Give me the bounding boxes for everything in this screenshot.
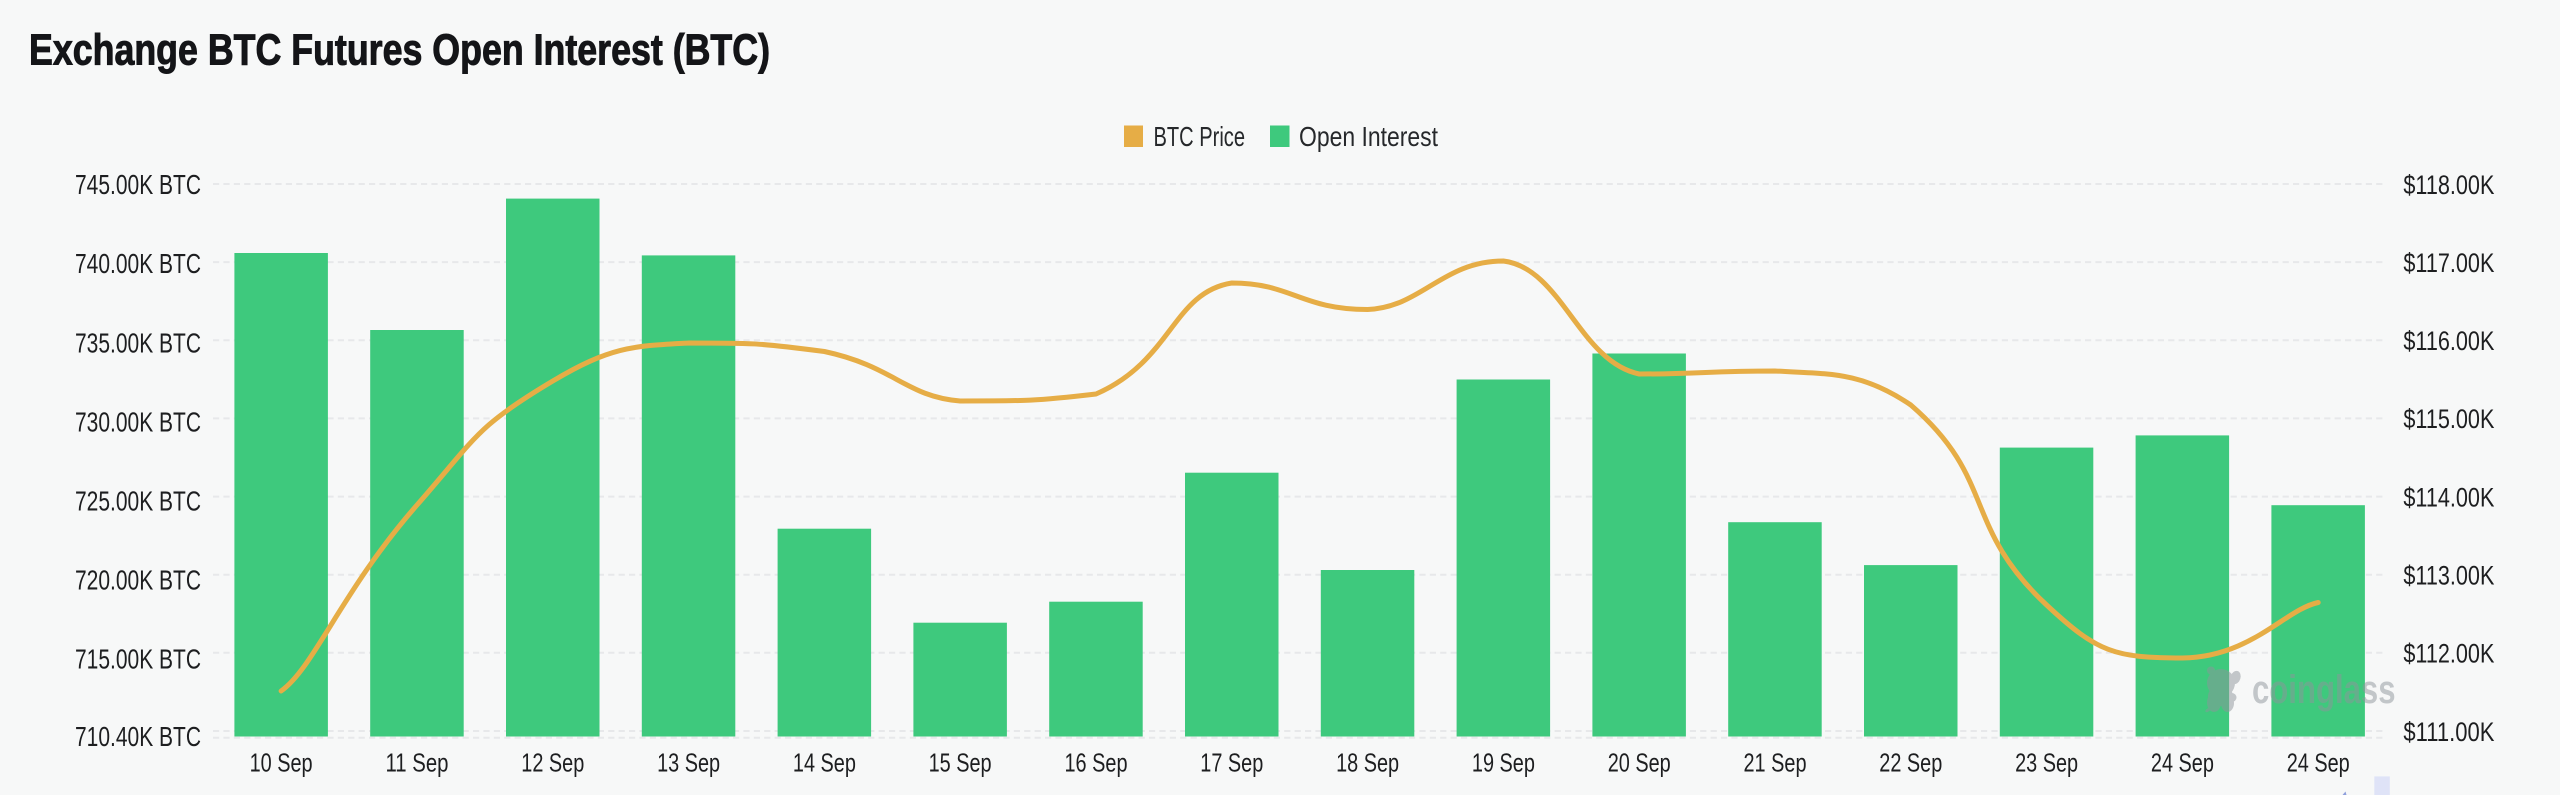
svg-text:BTC Price: BTC Price: [1154, 121, 1246, 152]
svg-text:14 Sep: 14 Sep: [793, 748, 856, 778]
svg-text:coinglass: coinglass: [2252, 668, 2396, 712]
svg-text:$118.00K: $118.00K: [2403, 170, 2494, 200]
svg-text:10 Sep: 10 Sep: [250, 748, 313, 778]
svg-text:22 Sep: 22 Sep: [1879, 748, 1942, 778]
svg-text:730.00K BTC: 730.00K BTC: [75, 406, 201, 437]
svg-text:740.00K BTC: 740.00K BTC: [75, 248, 201, 279]
svg-text:$114.00K: $114.00K: [2403, 482, 2494, 512]
svg-text:23 Sep: 23 Sep: [2015, 748, 2078, 778]
svg-text:735.00K BTC: 735.00K BTC: [75, 327, 201, 358]
svg-text:720.00K BTC: 720.00K BTC: [75, 565, 201, 596]
svg-text:$111.00K: $111.00K: [2403, 717, 2494, 747]
svg-text:12 Sep: 12 Sep: [521, 748, 584, 778]
svg-text:$112.00K: $112.00K: [2403, 639, 2494, 669]
svg-text:18 Sep: 18 Sep: [1336, 748, 1399, 778]
svg-text:24 Sep: 24 Sep: [2151, 748, 2214, 778]
svg-text:Exchange BTC Futures Open Inte: Exchange BTC Futures Open Interest (BTC): [29, 26, 770, 75]
svg-text:13 Sep: 13 Sep: [657, 748, 720, 778]
svg-text:11 Sep: 11 Sep: [386, 748, 449, 778]
svg-text:745.00K BTC: 745.00K BTC: [75, 169, 201, 200]
svg-text:19 Sep: 19 Sep: [1472, 748, 1535, 778]
svg-text:17 Sep: 17 Sep: [1200, 748, 1263, 778]
svg-text:20 Sep: 20 Sep: [1608, 748, 1671, 778]
svg-text:710.40K BTC: 710.40K BTC: [75, 721, 201, 752]
svg-text:$116.00K: $116.00K: [2403, 326, 2494, 356]
svg-text:16 Sep: 16 Sep: [1065, 748, 1128, 778]
svg-text:21 Sep: 21 Sep: [1744, 748, 1807, 778]
svg-text:24 Sep: 24 Sep: [2287, 748, 2350, 778]
svg-text:715.00K BTC: 715.00K BTC: [75, 644, 201, 675]
svg-text:$115.00K: $115.00K: [2403, 404, 2494, 434]
svg-text:$117.00K: $117.00K: [2403, 248, 2494, 278]
svg-text:Open Interest: Open Interest: [1299, 121, 1438, 152]
svg-text:725.00K BTC: 725.00K BTC: [75, 485, 201, 516]
svg-text:15 Sep: 15 Sep: [929, 748, 992, 778]
svg-text:$113.00K: $113.00K: [2403, 561, 2494, 591]
